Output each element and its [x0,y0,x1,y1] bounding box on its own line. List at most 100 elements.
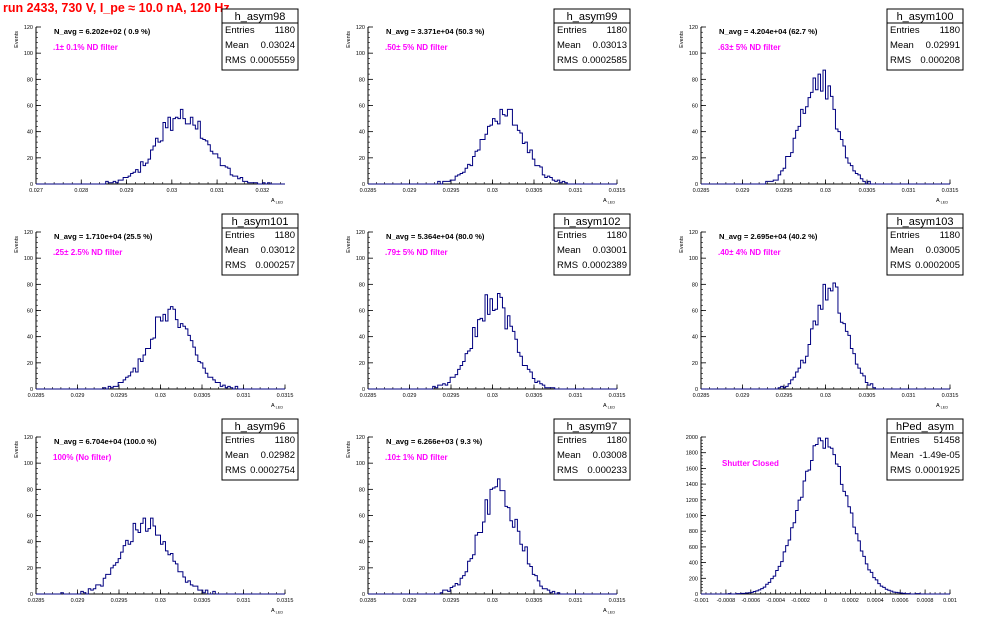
x-tick-label: 0.0315 [609,188,626,194]
filter-label: .63± 5% ND filter [718,43,781,52]
filter-label: .50± 5% ND filter [385,43,448,52]
stats-label: RMS [557,465,578,476]
y-tick-label: 40 [27,540,33,546]
x-axis-title: ALED [271,198,283,205]
stats-title: h_asym97 [567,421,618,433]
stats-label: RMS [890,465,911,476]
x-tick-label: 0.03 [820,393,831,399]
y-tick-label: 20 [359,566,365,572]
x-tick-label: 0.0305 [526,393,543,399]
y-tick-label: 100 [356,51,365,57]
filter-label: .79± 5% ND filter [385,248,448,257]
y-tick-label: 100 [24,51,33,57]
histogram-series [368,478,617,595]
x-axis-title: ALED [603,403,615,410]
y-axis-title: Events [14,31,20,48]
histogram-series [36,306,285,390]
y-axis-title: Events [679,236,685,253]
y-tick-label: 20 [359,361,365,367]
stats-label: Entries [225,435,255,446]
y-tick-label: 40 [27,335,33,341]
filter-label: .10± 1% ND filter [385,453,448,462]
y-tick-label: 60 [692,104,698,110]
navg-label: N_avg = 1.710e+04 (25.5 %) [54,232,153,241]
stats-label: Mean [890,40,914,51]
histogram-panel-hPed_asym: -0.001 -0.0008 -0.0006 -0.0004 -0.0002 0 0.000… [686,418,964,604]
x-tick-label: 0.0315 [609,393,626,399]
y-tick-label: 120 [689,230,698,236]
y-tick-label: 120 [24,435,33,441]
histogram-panel-h_asym100: 0.0285 0.029 0.0295 0.03 0.0305 0.031 0.0315 0 2… [679,8,964,205]
x-tick-label: 0.03 [820,188,831,194]
x-tick-label: 0.0295 [443,393,460,399]
stats-label: RMS [890,260,911,271]
y-tick-label: 40 [692,130,698,136]
stats-title: h_asym101 [232,216,289,228]
histogram-series [701,282,950,390]
x-tick-label: 0.0305 [194,393,211,399]
stats-value: 1180 [940,25,960,36]
x-tick-label: -0.0008 [717,598,736,604]
y-tick-label: 20 [27,156,33,162]
stats-label: Mean [225,450,249,461]
stats-label: Mean [557,245,581,256]
stats-label: RMS [557,55,578,66]
stats-value: 0.000257 [255,260,295,271]
x-tick-label: 0.0295 [111,598,128,604]
x-tick-label: 0.0002 [842,598,859,604]
y-tick-label: 100 [356,256,365,262]
y-tick-label: 0 [30,387,33,393]
histogram-panel-h_asym98: 0.027 0.028 0.029 0.03 0.031 0.032 0 20 40 60 80 10… [14,8,299,205]
x-tick-label: 0.029 [403,598,417,604]
x-tick-label: 0.0004 [867,598,884,604]
x-tick-label: 0.0285 [28,598,45,604]
stats-box [886,227,964,276]
x-tick-label: -0.0002 [791,598,810,604]
y-tick-label: 100 [24,461,33,467]
x-tick-label: 0.0295 [443,598,460,604]
x-tick-label: -0.0004 [766,598,785,604]
x-tick-label: -0.0006 [741,598,760,604]
stats-label: Mean [225,245,249,256]
y-tick-label: 1200 [686,498,698,504]
stats-value: 1180 [940,230,960,241]
histogram-panel-h_asym102: 0.0285 0.029 0.0295 0.03 0.0305 0.031 0.0315 0 2… [346,213,631,410]
x-axis-title: ALED [271,608,283,615]
stats-box [553,432,631,481]
stats-title: h_asym99 [567,11,618,23]
y-tick-label: 60 [359,309,365,315]
stats-label: Entries [890,435,920,446]
y-tick-label: 20 [359,156,365,162]
y-axis-title: Events [14,236,20,253]
stats-value: 0.03012 [261,245,295,256]
navg-label: N_avg = 5.364e+04 (80.0 %) [386,232,485,241]
x-tick-label: 0.0006 [892,598,909,604]
y-tick-label: 80 [27,77,33,83]
filter-label: .1± 0.1% ND filter [53,43,118,52]
stats-label: Entries [557,25,587,36]
stats-label: RMS [890,55,911,66]
x-axis-title: ALED [603,608,615,615]
stats-label: RMS [557,260,578,271]
y-tick-label: 0 [362,182,365,188]
x-tick-label: 0.027 [29,188,43,194]
x-tick-label: 0.0315 [277,393,294,399]
x-tick-label: 0.03 [155,393,166,399]
filter-label: .40± 4% ND filter [718,248,781,257]
stats-label: RMS [225,55,246,66]
stats-value: 0.0002585 [582,55,627,66]
stats-box [886,22,964,71]
navg-label: N_avg = 6.704e+04 (100.0 %) [54,437,157,446]
y-tick-label: 40 [692,335,698,341]
x-tick-label: 0.029 [403,393,417,399]
stats-title: hPed_asym [896,421,954,433]
x-tick-label: 0.029 [403,188,417,194]
y-tick-label: 0 [30,592,33,598]
x-tick-label: 0.0295 [111,393,128,399]
stats-value: 0.0005559 [250,55,295,66]
y-tick-label: 80 [359,77,365,83]
y-tick-label: 100 [24,256,33,262]
stats-title: h_asym98 [235,11,286,23]
x-tick-label: 0.031 [569,393,583,399]
x-tick-label: 0.001 [943,598,957,604]
